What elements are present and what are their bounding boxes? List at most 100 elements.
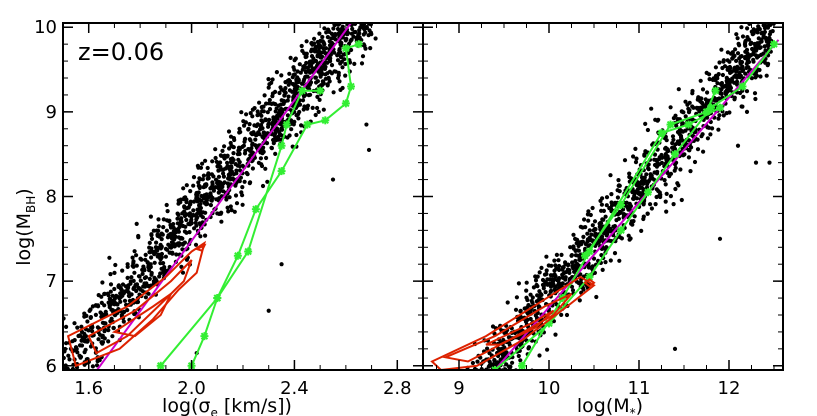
scatter-point (480, 373, 484, 377)
scatter-point (628, 204, 634, 209)
scatter-point (79, 343, 85, 348)
scatter-point (195, 198, 200, 203)
scatter-point (359, 61, 365, 66)
scatter-point (700, 132, 705, 137)
scatter-point (166, 233, 171, 238)
scatter-point (274, 126, 280, 131)
scatter-point (191, 183, 196, 188)
scatter-point (616, 216, 622, 221)
scatter-point (267, 107, 273, 112)
star-marker (321, 116, 330, 125)
scatter-point (496, 346, 501, 351)
scatter-point (229, 208, 234, 213)
scatter-point (94, 303, 99, 308)
star-marker (303, 120, 312, 129)
scatter-point (273, 135, 278, 141)
scatter-point (625, 204, 630, 209)
scatter-point (482, 373, 486, 377)
scatter-point (698, 78, 703, 83)
star-marker (233, 251, 242, 260)
scatter-point (322, 49, 327, 55)
scatter-point (174, 252, 179, 257)
scatter-point (327, 43, 333, 48)
scatter-point (308, 92, 313, 97)
scatter-point (518, 309, 523, 314)
scatter-point (506, 335, 511, 340)
y-tick-label: 6 (46, 356, 57, 377)
scatter-point (256, 160, 261, 165)
scatter-point (683, 114, 688, 119)
scatter-point (744, 89, 750, 94)
scatter-point (102, 291, 107, 296)
scatter-point (277, 90, 282, 96)
scatter-point (147, 245, 152, 250)
scatter-point (738, 61, 743, 66)
star-marker (617, 226, 625, 235)
scatter-point (509, 360, 515, 365)
scatter-point (276, 129, 282, 134)
star-marker (711, 86, 720, 95)
scatter-point (715, 81, 720, 86)
scatter-point (545, 347, 550, 352)
scatter-point (159, 237, 164, 242)
star-marker (671, 150, 679, 159)
scatter-point (609, 200, 614, 205)
scatter-point (198, 165, 204, 170)
scatter-point (270, 122, 275, 127)
scatter-point (64, 324, 69, 329)
scatter-point (263, 166, 268, 171)
scatter-point (100, 341, 105, 346)
scatter-point (636, 180, 641, 185)
scatter-point (175, 216, 180, 221)
scatter-point (762, 26, 768, 31)
scatter-point (250, 107, 255, 112)
scatter-point (235, 152, 240, 157)
scatter-point (255, 109, 260, 114)
scatter-point (213, 155, 218, 161)
scatter-point (140, 271, 145, 276)
scatter-point (750, 46, 755, 52)
scatter-point (311, 56, 316, 61)
scatter-point (270, 77, 275, 82)
scatter-point (225, 153, 230, 158)
scatter-point (178, 200, 183, 205)
scatter-point (295, 69, 300, 74)
scatter-point (156, 224, 161, 229)
scatter-point (215, 180, 220, 186)
scatter-point (766, 43, 771, 49)
scatter-point (232, 209, 237, 214)
redshift-label: z=0.06 (78, 38, 164, 66)
scatter-point (204, 198, 209, 203)
scatter-point (543, 280, 548, 285)
scatter-point (122, 298, 128, 303)
scatter-point (703, 103, 708, 108)
scatter-point (649, 106, 654, 111)
scatter-point (552, 272, 557, 277)
scatter-point (545, 282, 550, 287)
scatter-point (182, 209, 187, 214)
scatter-point (535, 293, 540, 298)
scatter-point (228, 170, 233, 175)
scatter-point (296, 77, 301, 82)
scatter-point (216, 162, 221, 167)
scatter-point (751, 59, 756, 64)
scatter-point (673, 186, 678, 192)
scatter-point (716, 127, 721, 132)
scatter-point (581, 287, 586, 292)
scatter-point (642, 175, 647, 180)
scatter-point (588, 212, 593, 218)
scatter-point (216, 168, 221, 173)
x-axis-label-right-close: ) (636, 395, 643, 416)
scatter-point (733, 47, 738, 52)
scatter-point (106, 328, 111, 333)
scatter-point (263, 118, 269, 123)
scatter-point (226, 176, 231, 181)
scatter-point (65, 371, 69, 375)
scatter-point (308, 80, 314, 85)
scatter-point (292, 119, 297, 124)
scatter-point (115, 302, 120, 307)
scatter-point (138, 287, 143, 292)
scatter-point (244, 112, 249, 117)
scatter-point (260, 126, 265, 131)
scatter-point (757, 40, 762, 46)
